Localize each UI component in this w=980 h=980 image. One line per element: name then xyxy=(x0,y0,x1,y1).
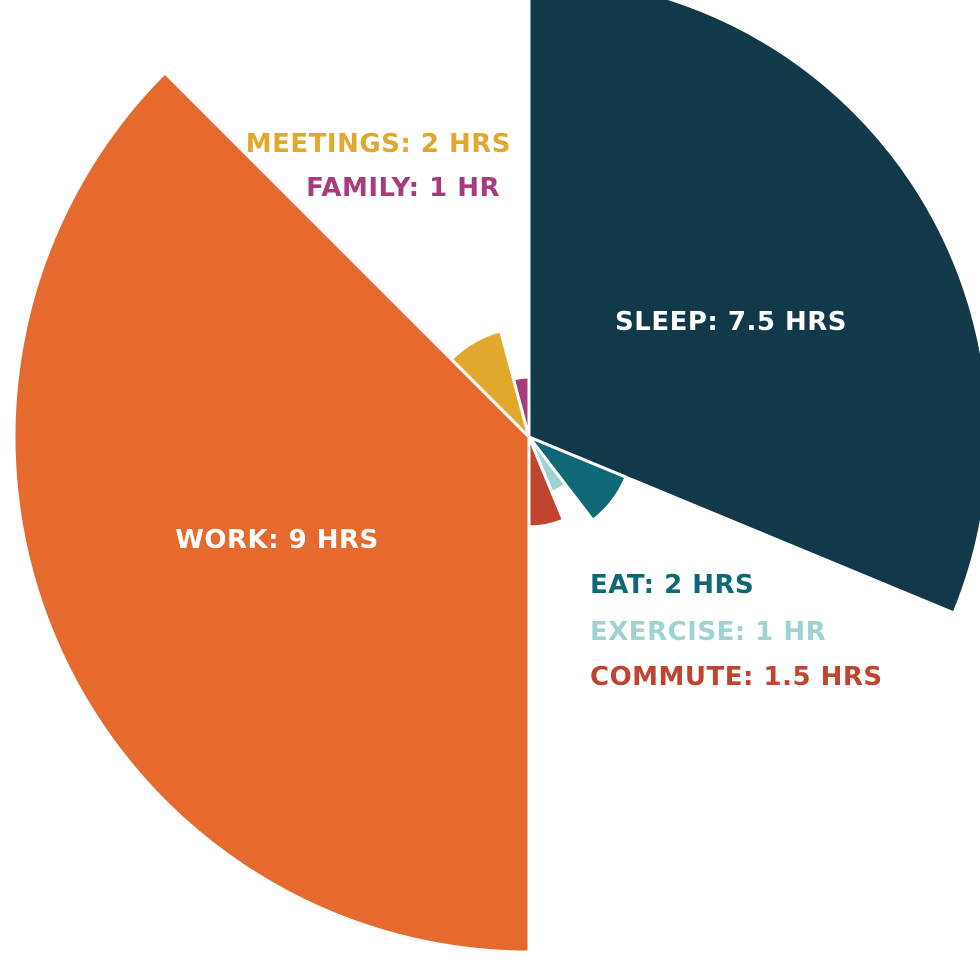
label-exercise: EXERCISE: 1 HR xyxy=(590,617,826,647)
label-meetings: MEETINGS: 2 HRS xyxy=(246,129,511,159)
label-family: FAMILY: 1 HR xyxy=(306,173,500,203)
slice-work xyxy=(12,71,531,954)
slice-meetings xyxy=(449,329,531,439)
label-work: WORK: 9 HRS xyxy=(175,525,379,555)
label-commute: COMMUTE: 1.5 HRS xyxy=(590,662,883,692)
label-sleep: SLEEP: 7.5 HRS xyxy=(615,307,847,337)
labels-group: SLEEP: 7.5 HRS EAT: 2 HRS EXERCISE: 1 HR… xyxy=(175,129,882,692)
slice-eat xyxy=(527,435,628,522)
label-eat: EAT: 2 HRS xyxy=(590,570,754,600)
slice-family xyxy=(511,375,531,439)
slices-group xyxy=(12,0,980,954)
slice-sleep xyxy=(527,0,980,615)
